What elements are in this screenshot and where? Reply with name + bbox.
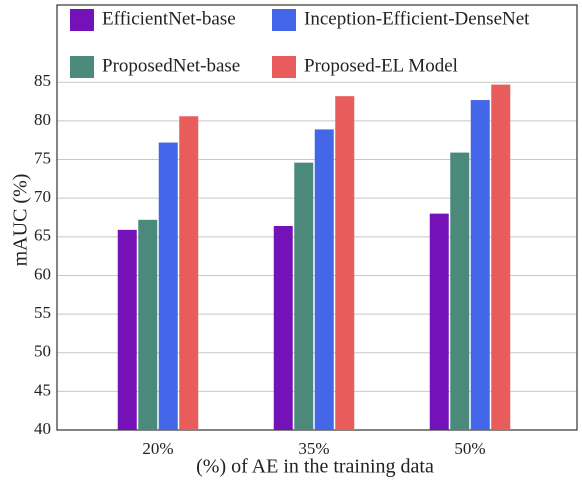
x-axis-label: (%) of AE in the training data [196,456,434,478]
y-tick-label: 55 [34,303,51,322]
legend-label: ProposedNet-base [102,55,240,76]
y-tick-label: 75 [34,148,51,167]
legend-swatch [272,56,296,78]
y-tick-label: 65 [34,226,51,245]
bar [491,84,511,430]
y-tick-label: 40 [34,419,51,438]
bar [158,142,178,430]
bar [335,96,355,430]
bar [470,100,490,430]
y-tick-label: 60 [34,264,51,283]
bar [179,116,199,430]
y-tick-label: 50 [34,342,51,361]
y-tick-label: 45 [34,380,51,399]
y-tick-label: 70 [34,187,51,206]
legend-label: EfficientNet-base [102,8,236,29]
bar [429,213,449,430]
y-axis-label: mAUC (%) [10,174,32,267]
legend-label: Inception-Efficient-DenseNet [304,8,530,29]
bar [294,162,314,431]
bar [314,129,334,430]
x-tick-label: 20% [142,439,173,458]
legend-swatch [70,56,94,78]
bar [450,152,470,430]
bar [138,219,158,430]
legend-swatch [272,9,296,31]
legend-swatch [70,9,94,31]
y-tick-label: 85 [34,71,51,90]
bar [273,226,293,430]
y-tick-label: 80 [34,110,51,129]
x-tick-label: 50% [454,439,485,458]
legend-label: Proposed-EL Model [304,55,458,76]
bar [117,229,137,430]
x-tick-label: 35% [298,439,329,458]
